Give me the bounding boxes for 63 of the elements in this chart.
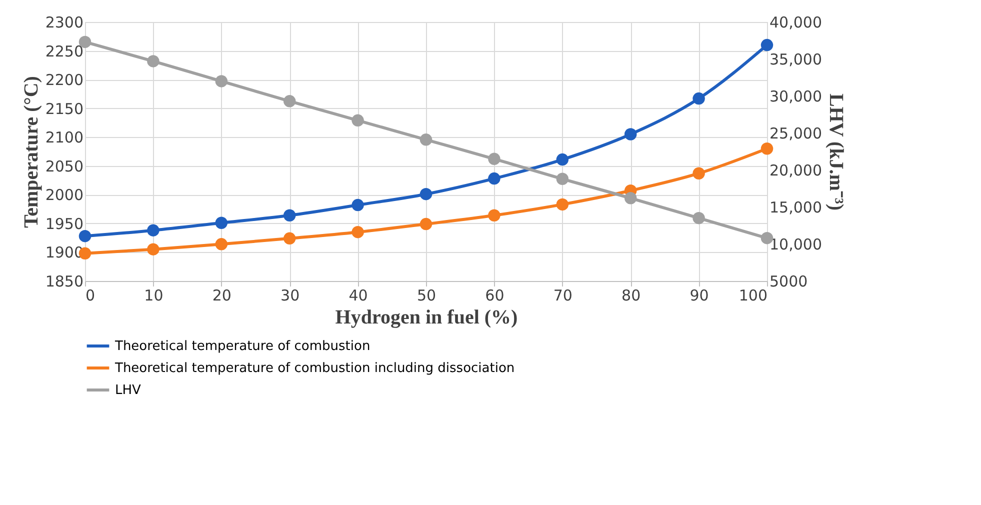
point [147, 55, 160, 68]
point [420, 188, 432, 200]
point [556, 153, 569, 166]
point [488, 172, 500, 185]
y-tick-label: 2050 [45, 157, 84, 176]
x-tick-label: 100 [738, 286, 768, 304]
y2-tick-label: 15,000 [770, 198, 822, 216]
point [352, 226, 364, 238]
point [488, 152, 500, 166]
x-tick-label: 40 [348, 286, 368, 304]
x-tick-label: 60 [485, 286, 504, 304]
point [556, 172, 569, 185]
x-tick-label: 10 [144, 286, 164, 304]
legend-label: LHV [115, 383, 142, 398]
y2-tick-label: 30,000 [770, 88, 822, 106]
y-tick-label: 2000 [45, 186, 84, 204]
y-tick-label: 2200 [45, 71, 84, 90]
point [692, 167, 705, 180]
legend-label: Theoretical temperature of combustion [114, 339, 370, 354]
y2-tick-label: 20,000 [770, 162, 822, 180]
y-axis-title: Temperature (°C) [20, 76, 42, 228]
point [556, 198, 569, 211]
point [147, 224, 160, 236]
point [420, 134, 432, 146]
point [215, 238, 228, 250]
x-axis-title: Hydrogen in fuel (%) [335, 306, 518, 328]
x-tick-label: 90 [690, 286, 709, 304]
y-tick-label: 1950 [45, 214, 84, 233]
y-tick-label: 1850 [45, 272, 84, 290]
point [692, 92, 705, 105]
y2-tick-label: 5000 [770, 272, 808, 290]
point [283, 209, 296, 222]
x-tick-label: 70 [553, 286, 572, 304]
point [283, 95, 296, 108]
x-tick-label: 30 [280, 286, 300, 304]
y2-tick-label: 25,000 [770, 124, 822, 142]
point [760, 38, 774, 52]
legend-label: Theoretical temperature of combustion including dissociation [114, 361, 515, 376]
point [760, 142, 774, 155]
point [78, 230, 92, 242]
y2-tick-label: 40,000 [770, 14, 822, 32]
point [488, 209, 500, 222]
x-tick-label: 0 [86, 286, 96, 304]
y-tick-label: 2300 [45, 14, 84, 32]
point [624, 128, 637, 140]
point [692, 212, 705, 224]
point [420, 218, 432, 230]
x-tick-label: 50 [416, 286, 436, 304]
y2-axis-title: LHV (kJ.m⁻³) [824, 93, 847, 211]
y2-tick-label: 10,000 [770, 236, 822, 254]
y-tick-label: 2150 [45, 100, 84, 118]
point [624, 192, 637, 204]
x-tick-label: 80 [622, 286, 641, 304]
y2-tick-label: 35,000 [770, 50, 822, 68]
point [352, 114, 364, 127]
point [352, 198, 364, 212]
x-tick-label: 20 [212, 286, 232, 304]
point [147, 243, 160, 256]
point [215, 216, 228, 229]
point [215, 75, 228, 88]
point [283, 232, 296, 245]
y-tick-label: 2100 [45, 128, 84, 147]
y-tick-label: 2250 [45, 42, 84, 60]
